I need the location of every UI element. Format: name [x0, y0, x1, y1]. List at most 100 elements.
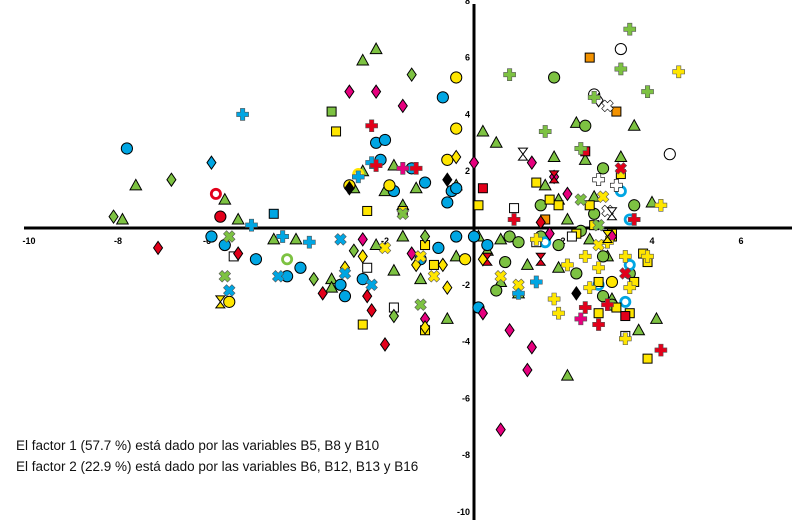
data-point-cross — [596, 190, 610, 203]
data-point-diamond — [522, 362, 533, 378]
data-point-cross — [427, 270, 441, 283]
data-point-plus — [245, 218, 258, 232]
data-point-circle — [450, 122, 463, 135]
data-point-square — [362, 262, 373, 273]
data-point-triangle — [289, 232, 303, 245]
data-point-square — [473, 200, 484, 211]
data-point-diamond — [233, 246, 244, 261]
data-point-plus — [627, 213, 641, 226]
data-point-circle — [214, 210, 227, 223]
data-point-diamond — [451, 149, 462, 165]
data-point-circle — [436, 91, 449, 104]
data-point-triangle — [369, 238, 383, 251]
data-point-square — [584, 200, 595, 211]
data-point-diamond — [419, 229, 431, 244]
data-point-diamond — [362, 288, 373, 304]
data-point-plus — [529, 233, 543, 246]
data-point-triangle — [632, 323, 646, 336]
data-point-square — [268, 208, 279, 219]
data-point-plus — [507, 213, 521, 226]
data-point-triangle — [369, 42, 383, 55]
data-point-diamond — [442, 172, 453, 188]
data-point-triangle — [115, 212, 130, 225]
data-point-plus — [578, 250, 592, 263]
data-point-triangle — [231, 212, 245, 225]
data-point-cross — [614, 162, 628, 175]
data-point-plus — [583, 281, 597, 294]
data-point-square — [428, 259, 439, 270]
y-tick-label: -10 — [457, 507, 470, 517]
data-point-circle — [663, 148, 676, 161]
data-point-cross — [271, 270, 285, 283]
data-point-plus — [641, 250, 654, 263]
data-point-triangle — [356, 53, 370, 66]
data-point-diamond — [366, 302, 377, 318]
data-point-diamond — [357, 249, 368, 264]
data-point-diamond — [206, 155, 217, 171]
data-point-ring — [209, 187, 222, 200]
data-point-plus — [618, 250, 632, 263]
data-point-plus — [396, 162, 410, 175]
data-point-ring — [281, 253, 294, 266]
data-point-cross — [601, 99, 614, 113]
data-point-circle — [432, 241, 445, 254]
data-point-triangle — [627, 118, 641, 131]
data-point-triangle — [560, 368, 575, 381]
data-point-square — [611, 302, 622, 313]
data-point-square — [611, 106, 622, 117]
data-point-plus — [618, 332, 632, 346]
factor-2-annotation: El factor 2 (22.9 %) está dado por las v… — [16, 459, 419, 474]
data-point-plus — [547, 292, 561, 306]
data-point-circle — [459, 253, 472, 266]
data-point-triangle — [440, 311, 454, 324]
data-point-diamond — [370, 84, 382, 100]
y-tick-label: -6 — [462, 393, 470, 403]
data-point-square — [544, 194, 555, 205]
data-point-plus — [578, 301, 592, 314]
y-tick-label: 2 — [465, 166, 470, 176]
data-point-circle — [120, 142, 134, 155]
data-point-circle — [628, 199, 641, 212]
data-point-plus — [672, 65, 686, 79]
data-point-square — [553, 200, 564, 211]
data-point-circle — [249, 253, 263, 266]
data-point-circle — [356, 273, 369, 286]
data-point-diamond — [379, 337, 391, 352]
data-point-square — [531, 177, 542, 188]
data-point-circle — [334, 278, 347, 291]
data-point-hourglass — [481, 252, 493, 266]
data-point-cross — [619, 267, 632, 280]
data-point-cross — [592, 218, 605, 232]
data-point-plus — [654, 343, 668, 357]
data-point-diamond — [526, 155, 537, 171]
data-point-diamond — [442, 280, 453, 296]
data-point-square — [593, 308, 604, 319]
data-point-circle — [441, 196, 454, 209]
data-point-diamond — [152, 240, 164, 256]
data-point-circle — [383, 179, 396, 192]
data-point-diamond — [562, 186, 573, 202]
data-point-circle — [205, 230, 218, 243]
data-point-circle — [614, 42, 627, 56]
data-point-cross — [574, 193, 588, 206]
data-point-circle — [512, 236, 525, 249]
data-point-diamond — [571, 285, 582, 301]
data-point-triangle — [218, 192, 232, 205]
data-point-cross — [592, 238, 605, 252]
data-point-diamond — [388, 308, 400, 324]
data-point-square — [584, 52, 595, 63]
data-point-triangle — [560, 212, 575, 225]
data-point-cross — [218, 270, 232, 283]
data-point-plus — [610, 179, 623, 192]
data-point-plus — [552, 306, 565, 320]
data-point-diamond — [437, 257, 448, 273]
data-point-circle — [294, 261, 307, 274]
data-point-square — [509, 203, 520, 214]
data-point-circle — [378, 133, 392, 147]
data-point-hourglass — [606, 207, 618, 221]
data-point-triangle — [583, 232, 597, 245]
data-point-hourglass — [535, 252, 547, 266]
data-point-plus — [623, 281, 637, 294]
data-point-triangle — [614, 149, 628, 162]
